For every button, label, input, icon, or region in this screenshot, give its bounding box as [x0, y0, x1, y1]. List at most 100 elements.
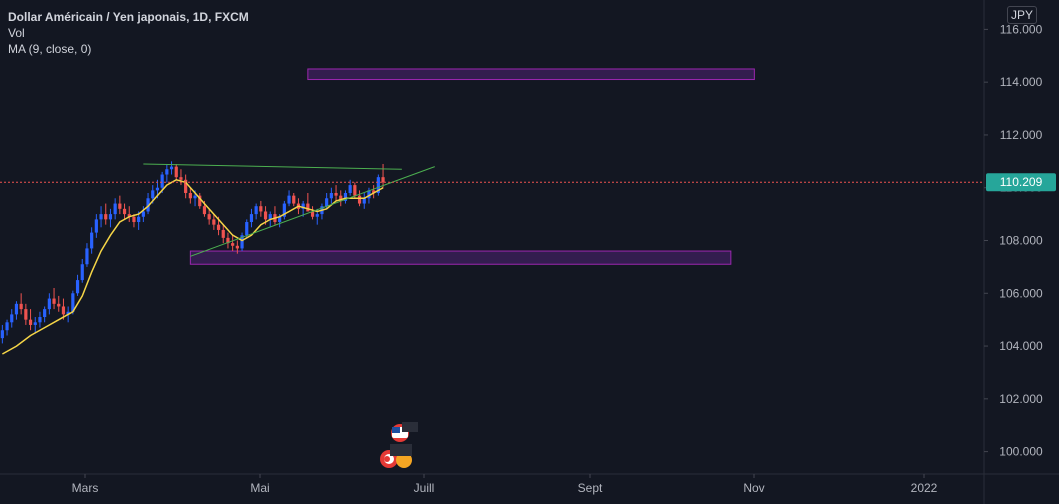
y-tick-label: 116.000 — [1000, 22, 1043, 36]
candle-body — [240, 235, 244, 249]
candle-body — [19, 303, 23, 310]
candle-body — [376, 177, 380, 193]
candle-body — [85, 248, 89, 265]
currency-badge[interactable]: JPY — [1007, 6, 1037, 24]
y-tick-label: 102.000 — [999, 392, 1043, 406]
ma-indicator-label[interactable]: MA (9, close, 0) — [8, 42, 92, 56]
candle-body — [57, 303, 61, 307]
candle-body — [179, 177, 183, 180]
candle-body — [99, 214, 103, 220]
y-tick-label: 106.000 — [999, 286, 1043, 300]
candle-body — [71, 293, 75, 312]
candle-body — [334, 193, 338, 196]
candle-body — [47, 298, 51, 310]
price-zone-rect[interactable] — [307, 68, 755, 81]
candle-body — [207, 214, 211, 220]
time-axis[interactable]: Mars Mai Juill Sept Nov 2022 — [72, 474, 938, 495]
candle-body — [169, 166, 174, 170]
candle-body — [348, 185, 352, 193]
candle-body — [306, 203, 310, 212]
y-tick-label: 112.000 — [1000, 128, 1043, 142]
candle-body — [94, 219, 98, 233]
event-count-badge — [402, 422, 418, 432]
candle-body — [24, 309, 28, 320]
candle-body — [80, 264, 84, 281]
event-count-badge-2 — [390, 444, 412, 456]
candle-body — [75, 280, 80, 294]
candle-body — [33, 322, 37, 325]
candle-body — [343, 193, 348, 201]
candle-body — [146, 198, 150, 212]
trend-line[interactable] — [143, 163, 402, 170]
jp-flag-sun — [384, 456, 390, 462]
candle-body — [5, 322, 9, 331]
candle-body — [301, 203, 305, 209]
candle-body — [188, 193, 192, 199]
trend-line[interactable] — [190, 166, 435, 257]
volume-indicator-label[interactable]: Vol — [8, 26, 25, 40]
candle-body — [278, 216, 282, 223]
candle-body — [118, 203, 122, 209]
us-flag-canton — [392, 427, 400, 433]
candle-body — [254, 206, 258, 215]
price-axis[interactable]: 100.000102.000104.000106.000108.000110.0… — [984, 22, 1043, 459]
candle-body — [174, 166, 178, 178]
candlestick-series — [0, 161, 385, 344]
candle-body — [231, 243, 235, 246]
candle-body — [104, 214, 108, 220]
candle-body — [362, 198, 366, 204]
candle-body — [66, 311, 70, 315]
y-tick-label: 114.000 — [1000, 75, 1043, 89]
price-zone-rect[interactable] — [189, 250, 732, 265]
candle-body — [353, 185, 357, 196]
candle-body — [127, 214, 131, 217]
event-markers[interactable] — [380, 422, 418, 468]
candle-body — [315, 214, 319, 217]
candle-body — [155, 187, 160, 191]
chart-legend: Dollar Américain / Yen japonais, 1D, FXC… — [8, 9, 249, 57]
candle-body — [287, 195, 291, 204]
candle-body — [108, 214, 113, 220]
candle-body — [221, 229, 225, 238]
candle-body — [259, 206, 263, 212]
candle-body — [249, 214, 254, 223]
y-tick-label: 100.000 — [999, 445, 1043, 459]
moving-average-line — [2, 178, 384, 355]
candle-body — [28, 319, 33, 325]
x-tick-label: Juill — [414, 481, 435, 495]
candle-body — [165, 169, 169, 175]
candle-body — [14, 303, 19, 315]
candle-body — [90, 232, 94, 249]
candle-body — [381, 177, 385, 183]
candle-body — [339, 195, 343, 201]
support-resistance-zones[interactable] — [189, 68, 755, 265]
candle-body — [198, 195, 202, 207]
candle-body — [52, 298, 56, 304]
candle-body — [193, 195, 197, 199]
candle-body — [329, 193, 333, 199]
candle-body — [43, 309, 47, 318]
last-price-label: 110.209 — [986, 173, 1056, 192]
candle-body — [151, 190, 155, 199]
candle-body — [122, 208, 127, 215]
candle-body — [235, 245, 239, 249]
candle-body — [245, 222, 249, 236]
candle-body — [357, 195, 362, 204]
candle-body — [202, 206, 207, 215]
candle-body — [372, 190, 376, 193]
candle-body — [292, 195, 296, 204]
candle-body — [367, 190, 371, 199]
candle-body — [263, 211, 268, 220]
candle-body — [137, 216, 141, 223]
symbol-title[interactable]: Dollar Américain / Yen japonais, 1D, FXC… — [8, 10, 249, 24]
candle-body — [0, 330, 4, 339]
trend-lines[interactable] — [143, 163, 435, 257]
candle-body — [212, 219, 216, 225]
x-tick-label: Mai — [250, 481, 269, 495]
candle-body — [310, 211, 315, 217]
x-tick-label: 2022 — [911, 481, 938, 495]
candle-body — [113, 203, 117, 215]
candle-body — [216, 224, 221, 230]
